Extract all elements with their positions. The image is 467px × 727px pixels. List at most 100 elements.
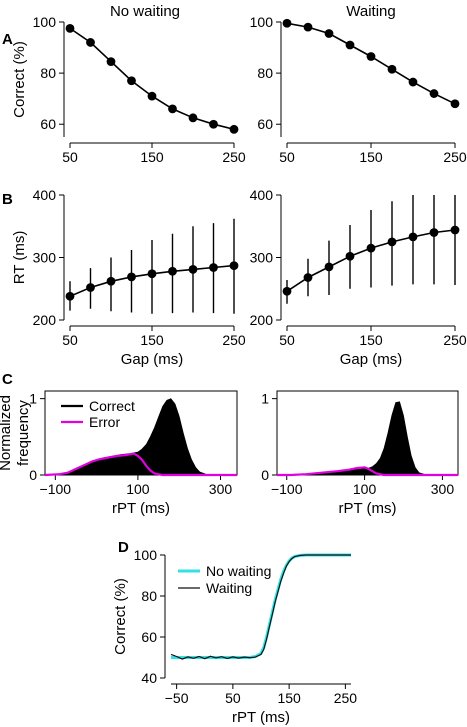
x-tick-label-b-left: 50 — [62, 332, 78, 348]
x-axis-label-b-left: Gap (ms) — [121, 351, 184, 368]
x-tick-label-b-right: 150 — [359, 332, 383, 348]
data-point-a-right — [366, 52, 376, 61]
column-title-left: No waiting — [110, 3, 180, 20]
x-tick-label-d: 150 — [277, 690, 301, 706]
data-point-a-left — [86, 38, 95, 47]
y-tick-label-a-left: 100 — [33, 14, 57, 30]
data-point-b-left — [209, 263, 218, 272]
legend-label-correct: Correct — [89, 398, 135, 414]
y-tick-label-a-right: 100 — [250, 14, 274, 30]
y-axis-label-a-left: Correct (%) — [11, 41, 28, 118]
data-point-a-right — [450, 99, 460, 109]
x-axis-label-c-left: rPT (ms) — [112, 500, 170, 517]
panel-letter-a: A — [2, 31, 13, 48]
x-tick-label-d: −50 — [165, 690, 189, 706]
y-tick-label-d: 40 — [141, 670, 157, 686]
data-point-b-left — [127, 272, 136, 282]
data-point-b-right — [408, 232, 418, 242]
y-tick-label-d: 60 — [141, 629, 157, 645]
x-tick-label-c-right: 300 — [431, 481, 455, 497]
data-point-a-left — [106, 57, 116, 67]
x-tick-label-a-left: 50 — [62, 149, 78, 165]
x-tick-label-d: 250 — [334, 690, 358, 706]
y-axis-label-c-line1: Normalized — [0, 395, 14, 471]
y-tick-label-a-right: 60 — [257, 116, 273, 132]
panel-letter-d: D — [118, 539, 129, 556]
x-tick-label-a-right: 250 — [443, 149, 467, 165]
y-tick-label-a-left: 60 — [40, 116, 56, 132]
data-point-b-right — [282, 286, 292, 296]
y-tick-label-b-left: 200 — [33, 312, 57, 328]
x-axis-label-d: rPT (ms) — [232, 709, 290, 726]
data-point-a-right — [345, 40, 355, 50]
data-point-b-right — [450, 225, 460, 235]
y-tick-label-c-right: 1 — [261, 391, 269, 407]
data-point-a-right — [429, 89, 439, 98]
data-point-a-left — [188, 113, 198, 123]
x-tick-label-c-right: −100 — [271, 481, 303, 497]
x-tick-label-a-right: 150 — [359, 149, 383, 165]
series-line-a-right — [286, 22, 456, 105]
panel-letter-b: B — [2, 191, 13, 208]
correct-area-c-left — [44, 398, 237, 476]
x-tick-label-c-left: 300 — [209, 481, 233, 497]
y-axis-label-b-left: RT (ms) — [11, 231, 28, 285]
legend-label-waiting: Waiting — [206, 580, 252, 596]
data-point-b-right — [387, 237, 397, 247]
data-point-b-left — [86, 283, 95, 292]
data-point-b-left — [229, 261, 239, 271]
x-tick-label-a-left: 150 — [140, 149, 164, 165]
y-axis-label-d: Correct (%) — [112, 578, 129, 655]
data-point-b-left — [188, 264, 198, 274]
data-point-a-left — [65, 23, 75, 33]
plot-frame-c-right — [276, 390, 459, 476]
y-tick-label-b-left: 300 — [33, 250, 57, 266]
x-tick-label-c-left: −100 — [40, 481, 72, 497]
column-title-right: Waiting — [346, 3, 395, 20]
data-point-b-left — [147, 269, 157, 279]
x-tick-label-c-right: 100 — [353, 481, 377, 497]
y-tick-label-b-right: 200 — [250, 312, 274, 328]
series-line-waiting — [170, 554, 351, 660]
y-tick-label-d: 80 — [141, 588, 157, 604]
x-tick-label-d: 50 — [225, 690, 241, 706]
panel-letter-c: C — [2, 371, 13, 388]
y-tick-label-c-left: 0 — [29, 467, 37, 483]
data-point-b-right — [303, 273, 313, 282]
y-tick-label-c-left: 1 — [29, 391, 37, 407]
x-tick-label-b-left: 250 — [222, 332, 246, 348]
x-tick-label-b-right: 250 — [443, 332, 467, 348]
y-tick-label-c-right: 0 — [261, 467, 269, 483]
data-point-a-left — [209, 119, 218, 129]
data-point-b-left — [168, 266, 177, 276]
correct-area-c-right — [276, 401, 458, 476]
y-tick-label-b-right: 300 — [250, 250, 274, 266]
x-axis-label-c-right: rPT (ms) — [338, 500, 396, 517]
y-tick-label-a-right: 80 — [257, 65, 273, 81]
legend-label-error: Error — [89, 414, 120, 430]
data-point-a-left — [229, 124, 239, 134]
data-point-a-right — [387, 64, 397, 74]
data-point-a-right — [324, 29, 334, 38]
error-line-c-left — [44, 452, 237, 477]
data-point-a-right — [282, 18, 292, 28]
x-tick-label-b-left: 150 — [140, 332, 164, 348]
data-point-b-right — [429, 228, 439, 237]
x-tick-label-c-left: 100 — [126, 481, 150, 497]
y-tick-label-b-right: 400 — [250, 187, 274, 203]
legend-label-no-waiting: No waiting — [206, 563, 271, 579]
data-point-b-right — [345, 251, 355, 261]
data-point-b-right — [366, 243, 376, 253]
data-point-b-left — [106, 276, 116, 286]
x-tick-label-a-right: 50 — [279, 149, 295, 165]
data-point-b-right — [324, 262, 334, 272]
data-point-a-left — [168, 104, 177, 114]
y-tick-label-b-left: 400 — [33, 187, 57, 203]
y-axis-label-c-line2: frequency — [15, 400, 32, 466]
x-tick-label-a-left: 250 — [222, 149, 246, 165]
y-tick-label-d: 100 — [134, 547, 158, 563]
y-tick-label-a-left: 80 — [40, 65, 56, 81]
data-point-a-right — [408, 77, 418, 87]
